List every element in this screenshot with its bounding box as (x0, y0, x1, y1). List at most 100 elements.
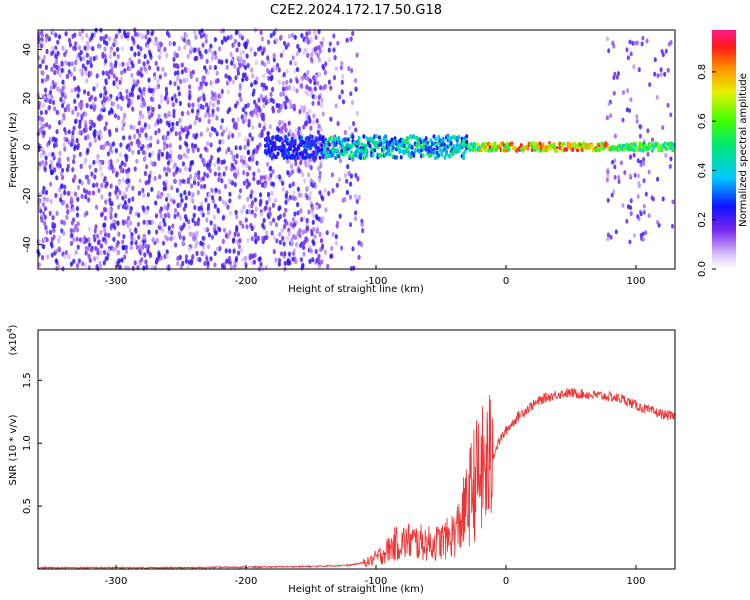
spectrogram-cell (189, 70, 193, 76)
spectrogram-cell (355, 52, 359, 58)
spectrogram-cell (613, 164, 617, 170)
spectrogram-cell (76, 244, 80, 250)
spectrogram-cell (127, 98, 131, 104)
spectrogram-cell (230, 60, 234, 66)
spectrogram-cell (186, 148, 190, 154)
spectrogram-cell (290, 32, 295, 38)
spectrogram-cell (304, 192, 308, 199)
spectrogram-cell (218, 196, 222, 202)
spectrogram-cell (269, 165, 273, 171)
spectrogram-cell (236, 117, 240, 123)
spectrogram-cell (448, 154, 452, 159)
spectrogram-cell (263, 62, 267, 68)
x-tick-label: -100 (365, 276, 388, 287)
spectrogram-cell (125, 179, 129, 185)
spectrogram-cell (285, 97, 289, 103)
spectrogram-cell (271, 135, 275, 140)
spectrogram-cell (285, 155, 289, 160)
spectrogram-cell (317, 100, 321, 106)
spectrogram-cell (629, 198, 633, 204)
spectrogram-cell (178, 202, 182, 208)
spectrogram-cell (163, 166, 167, 172)
spectrogram-cell (238, 131, 242, 137)
y-tick-label: -20 (22, 188, 33, 204)
spectrogram-cell (72, 258, 76, 264)
snr-y-axis: 0.51.01.5 (22, 372, 42, 514)
spectrogram-cell (295, 241, 299, 247)
spectrogram-cell (159, 94, 164, 100)
spectrogram-cell (46, 254, 50, 260)
spectrogram-cell (388, 152, 392, 157)
spectrogram-cell (449, 140, 453, 146)
spectrogram-cell (268, 206, 272, 212)
spectrogram-cell (102, 97, 107, 103)
spectrogram-cell (117, 92, 121, 98)
spectrogram-cell (660, 147, 664, 152)
spectrogram-cell (182, 206, 186, 212)
spectrogram-cell (463, 149, 467, 154)
spectrogram-cell (321, 36, 325, 42)
spectrogram-cell (73, 118, 78, 125)
spectrogram-cell (137, 190, 141, 196)
spectrogram-cell (353, 77, 358, 84)
spectrogram-cell (111, 101, 116, 107)
spectrogram-cell (100, 212, 104, 218)
spectrogram-cell (105, 96, 109, 102)
spectrogram-cell (40, 212, 44, 218)
spectrogram-cell (147, 65, 152, 71)
spectrogram-cell (533, 147, 537, 152)
spectrogram-cell (251, 109, 255, 115)
spectrogram-cell (313, 46, 317, 52)
spectrogram-cell (274, 257, 278, 263)
spectrogram-cell (266, 55, 270, 61)
spectrogram-cell (49, 85, 54, 91)
spectrogram-cell (141, 143, 145, 150)
spectrogram-cell (313, 234, 317, 240)
spectrogram-cell (84, 111, 88, 117)
spectrogram-cell (658, 143, 662, 149)
spectrogram-cell (162, 140, 167, 146)
spectrogram-cell (104, 232, 108, 238)
spectrogram-cell (294, 234, 298, 241)
spectrogram-cell (163, 213, 167, 219)
spectrogram-cell (95, 82, 99, 88)
spectrogram-cell (343, 129, 347, 136)
spectrogram-cell (306, 52, 310, 59)
spectrogram-cell (136, 94, 140, 100)
y-tick-label: 1.5 (22, 372, 33, 388)
spectrogram-cell (299, 160, 303, 166)
spectrogram-cell (606, 198, 610, 203)
spectrogram-cell (185, 133, 189, 139)
spectrogram-cell (259, 211, 263, 217)
spectrogram-cell (350, 100, 354, 106)
spectrogram-cell (363, 143, 367, 148)
spectrogram-cell (313, 29, 317, 36)
spectrogram-cell (360, 221, 364, 227)
spectrogram-cell (314, 95, 318, 101)
spectrogram-cell (209, 256, 213, 262)
spectrogram-cell (336, 120, 340, 127)
x-tick-label: -200 (235, 276, 258, 287)
spectrogram-cell (166, 192, 170, 198)
spectrogram-cell (44, 64, 49, 70)
spectrogram-cell (157, 128, 161, 134)
spectrogram-cell (201, 251, 205, 257)
spectrogram-cell (318, 155, 322, 160)
spectrogram-cell (227, 146, 231, 153)
spectrogram-cell (126, 31, 130, 37)
spectrogram-cell (55, 129, 59, 135)
spectrogram-cell (118, 190, 122, 196)
spectrogram-cell (235, 214, 239, 220)
spectrogram-cell (71, 133, 75, 140)
spectrogram-cell (228, 230, 232, 236)
spectrogram-cell (154, 130, 158, 136)
spectrogram-cell (270, 190, 274, 196)
spectrogram-cell (186, 178, 190, 184)
spectrogram-cell (312, 226, 316, 232)
spectrogram-cell (292, 86, 296, 92)
spectrogram-cell (99, 92, 103, 99)
spectrogram-cell (62, 115, 66, 121)
spectrogram-cell (199, 81, 203, 87)
spectrogram-cell (137, 51, 141, 57)
spectrogram-cell (171, 125, 175, 131)
